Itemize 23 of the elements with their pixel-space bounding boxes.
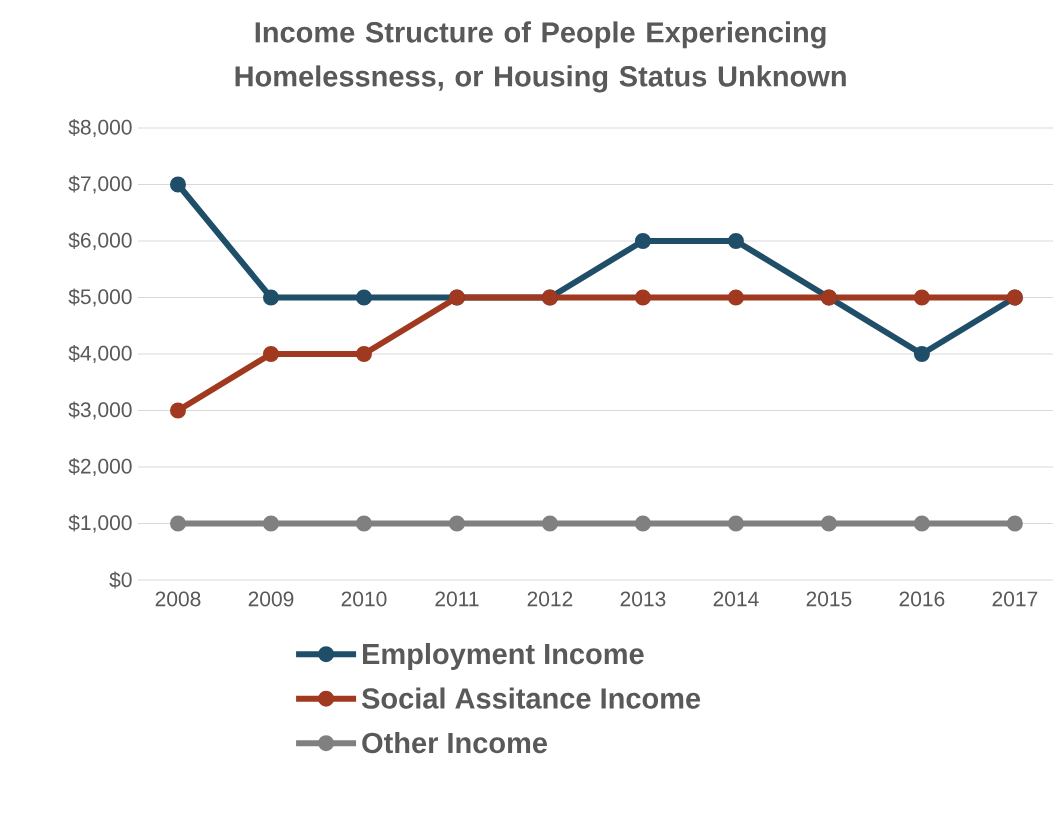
x-tick-label: 2014 (713, 591, 759, 607)
y-tick-label: $4,000 (68, 344, 132, 364)
x-tick-label: 2011 (435, 591, 479, 607)
y-tick-label: $8,000 (68, 118, 132, 138)
y-tick-label: $1,000 (68, 514, 132, 533)
x-tick-label: 2012 (527, 591, 573, 607)
x-tick-label: 2016 (899, 591, 945, 607)
y-tick-label: $6,000 (68, 231, 132, 251)
x-tick-label: 2008 (155, 591, 201, 607)
y-tick-label: $5,000 (68, 288, 132, 307)
y-tick-label: $0 (109, 571, 132, 589)
x-tick-label: 2015 (806, 591, 852, 607)
x-tick-label: 2010 (341, 591, 387, 607)
chart-title: Income Structure of People Experiencing Homelessness, or Housing Status Unknown (235, 21, 846, 93)
x-tick-label: 2017 (992, 591, 1038, 607)
y-tick-label: $7,000 (68, 175, 132, 194)
legend-label: Other Income (362, 731, 547, 754)
y-tick-label: $2,000 (68, 457, 132, 477)
y-tick-label: $3,000 (68, 401, 132, 420)
legend-label: Social Assitance Income (361, 687, 701, 709)
x-tick-label: 2013 (620, 591, 666, 607)
x-tick-label: 2009 (248, 591, 294, 607)
legend-label: Employment Income (363, 642, 644, 670)
